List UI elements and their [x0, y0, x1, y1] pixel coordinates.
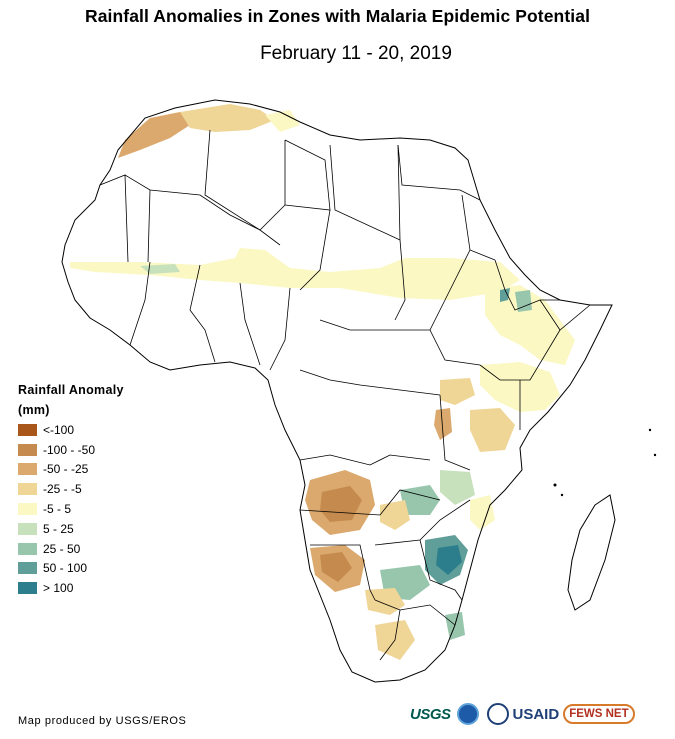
anomaly-patch — [440, 378, 475, 405]
anomaly-patch — [500, 288, 510, 302]
map-credit: Map produced by USGS/EROS — [18, 715, 187, 727]
anomaly-patch — [436, 545, 462, 575]
island — [560, 493, 564, 497]
legend-label: 50 - 100 — [43, 561, 88, 576]
legend-title: Rainfall Anomaly — [18, 383, 124, 397]
anomaly-patch — [515, 290, 532, 312]
anomaly-patch — [380, 500, 410, 530]
anomaly-patch — [118, 112, 190, 158]
legend-swatch — [18, 582, 37, 595]
noaa-seal-icon — [456, 703, 479, 725]
legend-item: 50 - 100 — [18, 559, 124, 579]
legend-item: -100 - -50 — [18, 440, 124, 460]
legend-rows: <-100 -100 - -50 -50 - -25 -25 - -5 -5 - 5 5 … — [18, 420, 124, 598]
legend-item: -25 - -5 — [18, 479, 124, 499]
legend-swatch — [18, 443, 37, 456]
legend-swatch — [18, 503, 37, 516]
legend-unit: (mm) — [18, 403, 50, 417]
legend-item: 25 - 50 — [18, 539, 124, 559]
anomaly-patch — [70, 248, 520, 300]
legend-item: -5 - 5 — [18, 499, 124, 519]
usaid-seal-icon — [486, 703, 509, 725]
legend-item: -50 - -25 — [18, 460, 124, 480]
legend-item: > 100 — [18, 578, 124, 598]
anomaly-patch — [320, 552, 352, 582]
usaid-logo: USAID — [512, 705, 560, 723]
anomaly-patch — [434, 408, 452, 440]
legend-swatch — [18, 562, 37, 575]
anomaly-patches — [70, 104, 575, 660]
legend-swatch — [18, 483, 37, 496]
legend-label: -50 - -25 — [43, 462, 89, 477]
anomaly-patch — [470, 495, 495, 530]
usgs-logo: USGS — [410, 705, 451, 723]
agency-logos: USGS USAID FEWS NET — [410, 700, 635, 728]
legend: Rainfall Anomaly (mm) <-100 -100 - -50 -50… — [18, 380, 124, 598]
legend-label: 25 - 50 — [43, 541, 81, 556]
country-borders — [99, 129, 591, 661]
fews-net-logo: FEWS NET — [563, 704, 635, 724]
island — [653, 453, 657, 457]
legend-label: > 100 — [43, 581, 74, 596]
legend-swatch — [18, 463, 37, 476]
legend-item: 5 - 25 — [18, 519, 124, 539]
legend-label: <-100 — [43, 422, 75, 437]
map-title: Rainfall Anomalies in Zones with Malaria… — [84, 6, 591, 26]
anomaly-patch — [180, 104, 275, 132]
legend-swatch — [18, 542, 37, 555]
island — [648, 428, 652, 432]
legend-label: -5 - 5 — [43, 502, 72, 517]
anomaly-patch — [265, 110, 300, 132]
anomaly-patch — [140, 264, 180, 274]
anomaly-patch — [470, 408, 515, 452]
island — [553, 483, 557, 487]
anomaly-patch — [485, 285, 575, 365]
legend-item: <-100 — [18, 420, 124, 440]
madagascar — [567, 494, 616, 611]
legend-swatch — [18, 423, 37, 436]
legend-label: -25 - -5 — [43, 482, 82, 497]
legend-swatch — [18, 522, 37, 535]
legend-label: 5 - 25 — [43, 521, 74, 536]
anomaly-patch — [440, 470, 475, 505]
legend-label: -100 - -50 — [43, 442, 96, 457]
map-subtitle: February 11 - 20, 2019 — [260, 43, 452, 64]
